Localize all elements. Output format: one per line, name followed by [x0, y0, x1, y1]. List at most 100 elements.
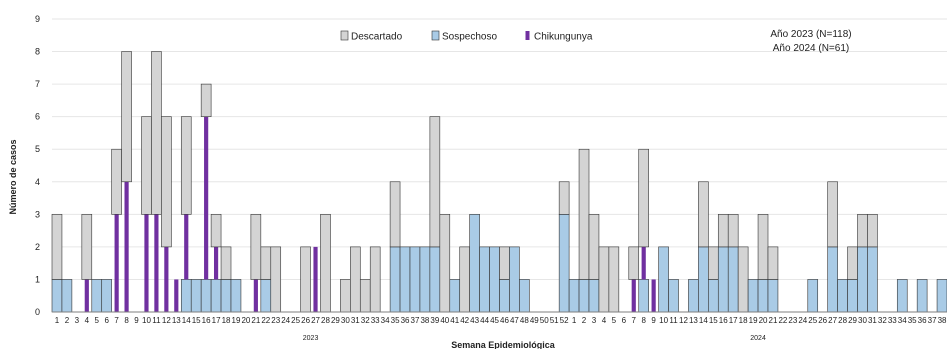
x-tick-label: 39	[430, 316, 439, 325]
x-tick-label: 27	[828, 316, 837, 325]
x-tick-label: 4	[85, 316, 90, 325]
bar-descartado-2023-w23	[270, 246, 282, 313]
bar-descartado-2024-w27	[827, 181, 838, 248]
x-tick-label: 14	[699, 316, 708, 325]
bar-sospechoso-2024-w31	[867, 246, 878, 313]
x-tick-label: 20	[759, 316, 768, 325]
bar-sospechoso-2024-w3	[588, 279, 600, 313]
x-tick-label: 29	[331, 316, 340, 325]
bar-sospechoso-2023-w43	[469, 214, 480, 313]
bar-descartado-2024-w31	[867, 214, 878, 248]
x-tick-label: 18	[222, 316, 231, 325]
bar-descartado-2024-w2	[578, 148, 590, 280]
x-tick-label: 19	[749, 316, 758, 325]
x-tick-label: 34	[381, 316, 390, 325]
x-tick-label: 25	[291, 316, 300, 325]
bar-descartado-2023-w22	[260, 246, 272, 280]
bar-sospechoso-2023-w46	[499, 279, 510, 313]
x-tick-label: 25	[808, 316, 817, 325]
bar-sospechoso-2023-w36	[399, 246, 411, 313]
x-tick-label: 37	[928, 316, 937, 325]
x-tick-label: 52	[560, 316, 569, 325]
y-tick-label: 5	[35, 144, 40, 154]
bar-sospechoso-2023-w14	[180, 279, 192, 313]
y-tick-label: 6	[35, 112, 40, 122]
x-tick-label: 36	[918, 316, 927, 325]
bar-sospechoso-2023-w48	[519, 279, 530, 313]
x-tick-label: 12	[162, 316, 171, 325]
x-tick-label: 15	[192, 316, 201, 325]
bar-sospechoso-2024-w11	[668, 279, 679, 313]
y-tick-label: 4	[35, 177, 40, 187]
bar-sospechoso-2023-w41	[449, 279, 461, 313]
bar-sospechoso-2024-w8	[638, 279, 649, 313]
x-tick-label: 34	[898, 316, 907, 325]
x-tick-label: 16	[202, 316, 211, 325]
x-tick-label: 27	[311, 316, 320, 325]
x-tick-label: 10	[659, 316, 668, 325]
bar-descartado-2023-w40	[439, 214, 451, 313]
x-tick-label: 36	[401, 316, 410, 325]
x-tick-label: 30	[341, 316, 350, 325]
bar-descartado-2023-w10	[141, 116, 152, 215]
x-tick-label: 48	[520, 316, 529, 325]
bar-descartado-2024-w18	[737, 246, 749, 313]
x-tick-label: 17	[212, 316, 221, 325]
x-tick-label: 38	[938, 316, 947, 325]
bar-descartado-2023-w11	[151, 51, 162, 215]
bar-descartado-2023-w39	[429, 116, 441, 248]
x-tick-label: 15	[709, 316, 718, 325]
bar-sospechoso-2024-w14	[698, 246, 709, 313]
legend: Descartado Sospechoso Chikungunya	[340, 30, 593, 43]
bar-descartado-2024-w5	[608, 246, 620, 313]
x-tick-label: 49	[530, 316, 539, 325]
x-tick-label: 23	[271, 316, 280, 325]
x-tick-label: 17	[729, 316, 738, 325]
annotation-2024: Año 2024 (N=61)	[773, 43, 849, 54]
bar-sospechoso-2024-w34	[896, 279, 908, 313]
y-axis-title: Número de casos	[8, 139, 18, 214]
x-tick-label: 47	[510, 316, 519, 325]
bar-sospechoso-2024-w30	[857, 246, 868, 313]
bar-sospechoso-2024-w25	[807, 279, 819, 313]
legend-swatch-chikungunya	[525, 31, 530, 40]
bar-sospechoso-2023-w45	[489, 246, 500, 313]
y-tick-label: 7	[35, 79, 40, 89]
bar-descartado-2023-w52	[558, 181, 570, 215]
bar-descartado-2023-w18	[220, 246, 232, 280]
bar-sospechoso-2024-w19	[747, 279, 759, 313]
bar-sospechoso-2023-w39	[429, 246, 441, 313]
x-tick-label: 13	[172, 316, 181, 325]
bar-descartado-2023-w30	[340, 279, 351, 313]
bar-sospechoso-2023-w15	[190, 279, 202, 313]
bar-chikungunya-2023-w7	[114, 214, 119, 312]
legend-swatch-sospechoso	[431, 30, 440, 41]
bar-chikungunya-2023-w8	[124, 181, 129, 312]
x-tick-label: 50	[540, 316, 549, 325]
x-tick-label: 10	[142, 316, 151, 325]
bar-chikungunya-2023-w14	[184, 214, 189, 280]
x-tick-label: 29	[848, 316, 857, 325]
bar-descartado-2023-w16	[200, 83, 212, 117]
x-tick-label: 5	[612, 316, 617, 325]
bar-sospechoso-2024-w21	[767, 279, 779, 313]
bar-descartado-2023-w31	[350, 246, 361, 313]
bar-descartado-2023-w4	[81, 214, 93, 280]
x-axis-title: Semana Epidemiológica	[451, 340, 556, 349]
x-tick-label: 7	[632, 316, 637, 325]
bar-sospechoso-2024-w27	[827, 246, 838, 313]
bar-sospechoso-2023-w19	[230, 279, 242, 313]
x-tick-label: 4	[602, 316, 607, 325]
x-tick-label: 22	[778, 316, 787, 325]
x-tick-label: 42	[460, 316, 469, 325]
x-tick-label: 28	[321, 316, 330, 325]
x-tick-label: 51	[550, 316, 559, 325]
bar-chikungunya-2024-w9	[651, 279, 656, 312]
bar-sospechoso-2024-w17	[727, 246, 739, 313]
bar-sospechoso-2023-w17	[210, 279, 222, 313]
x-tick-label: 38	[420, 316, 429, 325]
x-tick-label: 6	[104, 316, 109, 325]
bar-chikungunya-2023-w10	[144, 214, 149, 312]
bar-descartado-2023-w14	[180, 116, 192, 215]
x-tick-label: 33	[888, 316, 897, 325]
